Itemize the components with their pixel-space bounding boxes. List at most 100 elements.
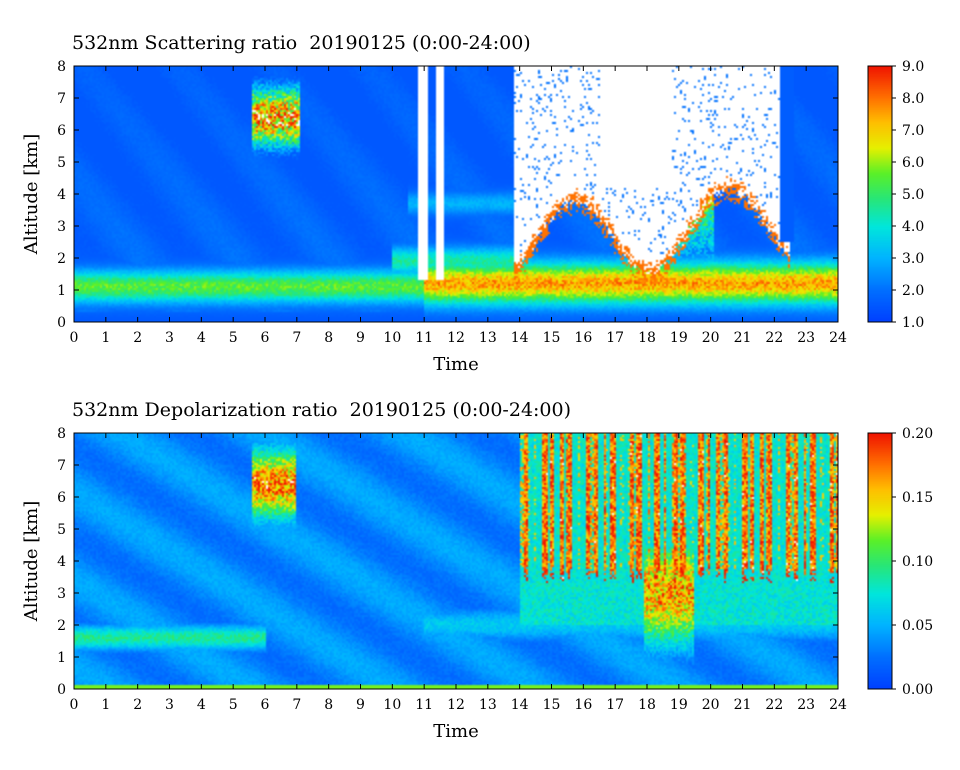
x-tick-label: 17 (606, 330, 624, 346)
x-tick-label: 21 (734, 697, 752, 713)
x-tick-label: 17 (606, 697, 624, 713)
x-tick-label: 10 (383, 697, 401, 713)
x-tick-label: 16 (574, 330, 592, 346)
colorbar-tick-label: 0.00 (902, 682, 933, 698)
y-tick-label: 7 (57, 91, 66, 107)
y-tick-label: 5 (57, 522, 66, 538)
x-axis-label: Time (433, 721, 478, 742)
x-tick-label: 21 (734, 330, 752, 346)
x-tick-label: 12 (447, 697, 465, 713)
colorbar-tick-label: 7.0 (902, 123, 924, 139)
y-tick-label: 2 (57, 251, 66, 267)
x-tick-label: 8 (324, 697, 333, 713)
colorbar-tick-label: 0.10 (902, 554, 933, 570)
x-axis: 0 1 2 3 4 5 6 7 8 9 10 11 12 13 14 15 16 17 18 19 20 21 22 23 24 (70, 66, 847, 346)
x-tick-label: 22 (765, 697, 783, 713)
colorbar-tick-label: 8.0 (902, 91, 924, 107)
x-tick-label: 14 (511, 330, 529, 346)
chart-title: 532nm Scattering ratio 20190125 (0:00-24… (72, 32, 531, 54)
x-tick-label: 2 (133, 697, 142, 713)
x-tick-label: 15 (543, 697, 561, 713)
y-tick-label: 0 (57, 315, 66, 331)
colorbar-ticks: 1.0 2.0 3.0 4.0 5.0 6.0 7.0 8.0 9.0 (892, 59, 924, 331)
x-tick-label: 2 (133, 330, 142, 346)
colorbar-tick-label: 9.0 (902, 59, 924, 75)
depolarization-ratio-panel: 532nm Depolarization ratio 20190125 (0:0… (21, 399, 933, 742)
y-tick-label: 6 (57, 490, 66, 506)
x-tick-label: 22 (765, 330, 783, 346)
x-tick-label: 6 (261, 697, 270, 713)
y-tick-label: 7 (57, 458, 66, 474)
colorbar-tick-label: 1.0 (902, 315, 924, 331)
y-tick-label: 5 (57, 155, 66, 171)
x-tick-label: 20 (702, 330, 720, 346)
x-tick-label: 0 (70, 330, 79, 346)
x-tick-label: 6 (261, 330, 270, 346)
colorbar-tick-label: 6.0 (902, 155, 924, 171)
y-tick-label: 6 (57, 123, 66, 139)
y-axis: 0 1 2 3 4 5 6 7 8 (57, 59, 838, 331)
x-tick-label: 12 (447, 330, 465, 346)
x-tick-label: 23 (797, 330, 815, 346)
x-tick-label: 0 (70, 697, 79, 713)
x-tick-label: 13 (479, 697, 497, 713)
x-tick-label: 7 (292, 330, 301, 346)
x-tick-label: 5 (229, 330, 238, 346)
y-axis: 0 1 2 3 4 5 6 7 8 (57, 426, 838, 698)
x-tick-label: 14 (511, 697, 529, 713)
colorbar-tick-label: 0.15 (902, 490, 933, 506)
x-tick-label: 23 (797, 697, 815, 713)
x-tick-label: 1 (101, 697, 110, 713)
x-tick-label: 13 (479, 330, 497, 346)
colorbar-tick-label: 5.0 (902, 187, 924, 203)
x-tick-label: 20 (702, 697, 720, 713)
x-tick-label: 1 (101, 330, 110, 346)
scattering-ratio-panel: 532nm Scattering ratio 20190125 (0:00-24… (21, 32, 924, 375)
y-axis-label: Altitude [km] (21, 501, 42, 623)
chart-title: 532nm Depolarization ratio 20190125 (0:0… (72, 399, 571, 421)
x-tick-label: 24 (829, 330, 847, 346)
colorbar-tick-label: 0.05 (902, 618, 933, 634)
x-tick-label: 7 (292, 697, 301, 713)
y-tick-label: 8 (57, 59, 66, 75)
x-tick-label: 18 (638, 330, 656, 346)
scattering-ratio-colorbar (868, 66, 892, 322)
colorbar-tick-label: 2.0 (902, 283, 924, 299)
x-tick-label: 3 (165, 330, 174, 346)
x-tick-label: 24 (829, 697, 847, 713)
x-tick-label: 10 (383, 330, 401, 346)
colorbar-tick-label: 3.0 (902, 251, 924, 267)
colorbar-ticks: 0.00 0.05 0.10 0.15 0.20 (892, 426, 933, 698)
x-tick-label: 11 (415, 697, 433, 713)
x-tick-label: 18 (638, 697, 656, 713)
y-tick-label: 1 (57, 650, 66, 666)
y-axis-label: Altitude [km] (21, 134, 42, 256)
scattering-ratio-heatmap (74, 66, 838, 322)
x-tick-label: 8 (324, 330, 333, 346)
x-tick-label: 4 (197, 330, 206, 346)
y-tick-label: 3 (57, 586, 66, 602)
x-tick-label: 11 (415, 330, 433, 346)
x-tick-label: 16 (574, 697, 592, 713)
y-tick-label: 1 (57, 283, 66, 299)
y-tick-label: 3 (57, 219, 66, 235)
x-tick-label: 3 (165, 697, 174, 713)
y-tick-label: 4 (57, 554, 66, 570)
colorbar-tick-label: 4.0 (902, 219, 924, 235)
x-tick-label: 4 (197, 697, 206, 713)
x-axis-label: Time (433, 354, 478, 375)
x-tick-label: 9 (356, 330, 365, 346)
x-tick-label: 19 (670, 330, 688, 346)
x-tick-label: 9 (356, 697, 365, 713)
y-tick-label: 2 (57, 618, 66, 634)
y-tick-label: 4 (57, 187, 66, 203)
x-axis: 0 1 2 3 4 5 6 7 8 9 10 11 12 13 14 15 16 17 18 19 20 21 22 23 24 (70, 433, 847, 713)
depolarization-ratio-colorbar (868, 433, 892, 689)
x-tick-label: 19 (670, 697, 688, 713)
depolarization-ratio-heatmap (74, 433, 838, 689)
colorbar-tick-label: 0.20 (902, 426, 933, 442)
y-tick-label: 8 (57, 426, 66, 442)
x-tick-label: 15 (543, 330, 561, 346)
y-tick-label: 0 (57, 682, 66, 698)
